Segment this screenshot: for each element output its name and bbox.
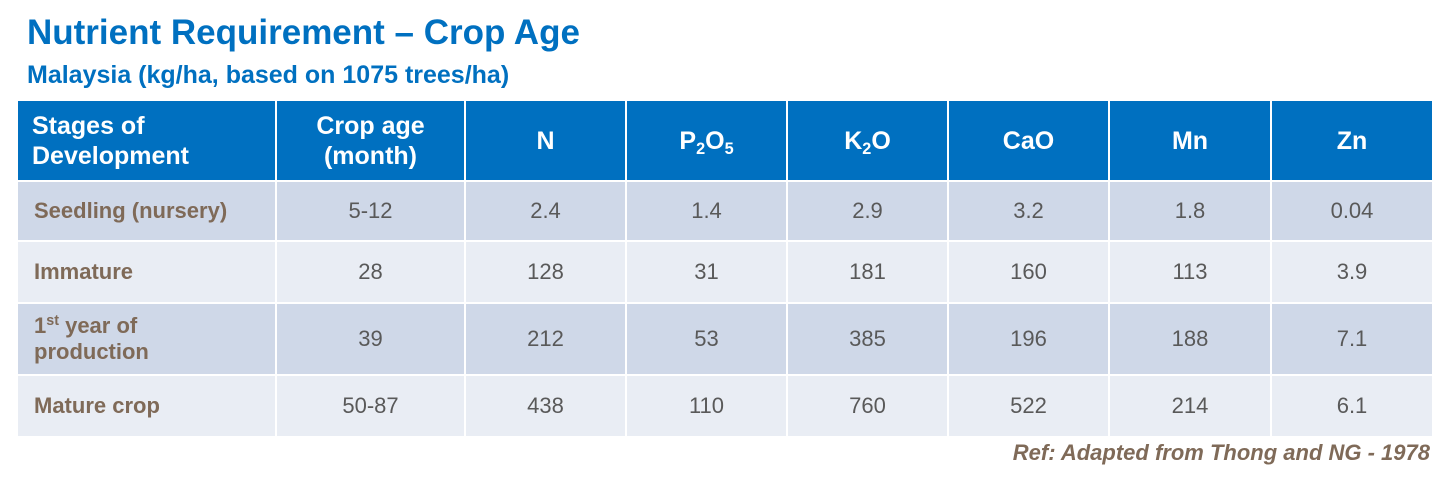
cell-n: 438 (464, 374, 627, 438)
table-row: 1st year of production 39 212 53 385 196 … (16, 302, 1434, 376)
reference-note: Ref: Adapted from Thong and NG - 1978 (1012, 440, 1430, 465)
cell-zn: 0.04 (1270, 180, 1434, 242)
cell-p2o5: 1.4 (625, 180, 788, 242)
header-mn: Mn (1108, 99, 1272, 182)
cell-k2o: 181 (786, 240, 949, 304)
header-n: N (464, 99, 627, 182)
table-row: Mature crop 50-87 438 110 760 522 214 6.… (16, 374, 1434, 438)
header-stage: Stages of Development (16, 99, 277, 182)
nutrient-table: Stages of Development Crop age (month) N… (16, 99, 1434, 438)
cell-n: 128 (464, 240, 627, 304)
stage-rest: year of (58, 312, 138, 338)
cell-p2o5: 53 (625, 302, 788, 376)
cell-k2o: 760 (786, 374, 949, 438)
cell-mn: 188 (1108, 302, 1272, 376)
cell-cao: 160 (947, 240, 1110, 304)
cell-k2o: 385 (786, 302, 949, 376)
row-stage: Mature crop (16, 374, 277, 438)
cell-zn: 7.1 (1270, 302, 1434, 376)
row-stage: Immature (16, 240, 277, 304)
header-stage-line2: Development (32, 141, 189, 170)
cell-mn: 1.8 (1108, 180, 1272, 242)
row-stage: 1st year of production (16, 302, 277, 376)
page-title: Nutrient Requirement – Crop Age (27, 13, 580, 52)
cell-n: 212 (464, 302, 627, 376)
header-cao: CaO (947, 99, 1110, 182)
p2o5-sub2: 5 (724, 140, 734, 159)
cell-cao: 196 (947, 302, 1110, 376)
stage-num: 1 (34, 312, 47, 338)
cell-crop-age: 5-12 (275, 180, 466, 242)
header-zn: Zn (1270, 99, 1434, 182)
header-age-line1: Crop age (316, 111, 425, 140)
row-stage: Seedling (nursery) (16, 180, 277, 242)
header-p2o5: P2O5 (625, 99, 788, 182)
cell-mn: 214 (1108, 374, 1272, 438)
table-row: Immature 28 128 31 181 160 113 3.9 (16, 240, 1434, 304)
stage-sup: st (46, 312, 59, 329)
cell-crop-age: 39 (275, 302, 466, 376)
cell-zn: 6.1 (1270, 374, 1434, 438)
stage-line2: production (34, 339, 149, 364)
p2o5-sub1: 2 (696, 140, 706, 159)
cell-p2o5: 110 (625, 374, 788, 438)
table-header-row: Stages of Development Crop age (month) N… (16, 99, 1434, 182)
header-k2o: K2O (786, 99, 949, 182)
header-crop-age: Crop age (month) (275, 99, 466, 182)
cell-crop-age: 28 (275, 240, 466, 304)
p2o5-base2: O (705, 126, 725, 155)
cell-k2o: 2.9 (786, 180, 949, 242)
cell-cao: 522 (947, 374, 1110, 438)
header-stage-line1: Stages of (32, 111, 145, 140)
p2o5-base1: P (679, 126, 697, 155)
cell-crop-age: 50-87 (275, 374, 466, 438)
cell-mn: 113 (1108, 240, 1272, 304)
cell-n: 2.4 (464, 180, 627, 242)
header-age-line2: (month) (323, 141, 418, 170)
page-subtitle: Malaysia (kg/ha, based on 1075 trees/ha) (27, 61, 510, 89)
k2o-sub1: 2 (862, 140, 872, 159)
k2o-base2: O (871, 126, 891, 155)
table-row: Seedling (nursery) 5-12 2.4 1.4 2.9 3.2 … (16, 180, 1434, 242)
k2o-base1: K (844, 126, 863, 155)
cell-cao: 3.2 (947, 180, 1110, 242)
cell-p2o5: 31 (625, 240, 788, 304)
cell-zn: 3.9 (1270, 240, 1434, 304)
